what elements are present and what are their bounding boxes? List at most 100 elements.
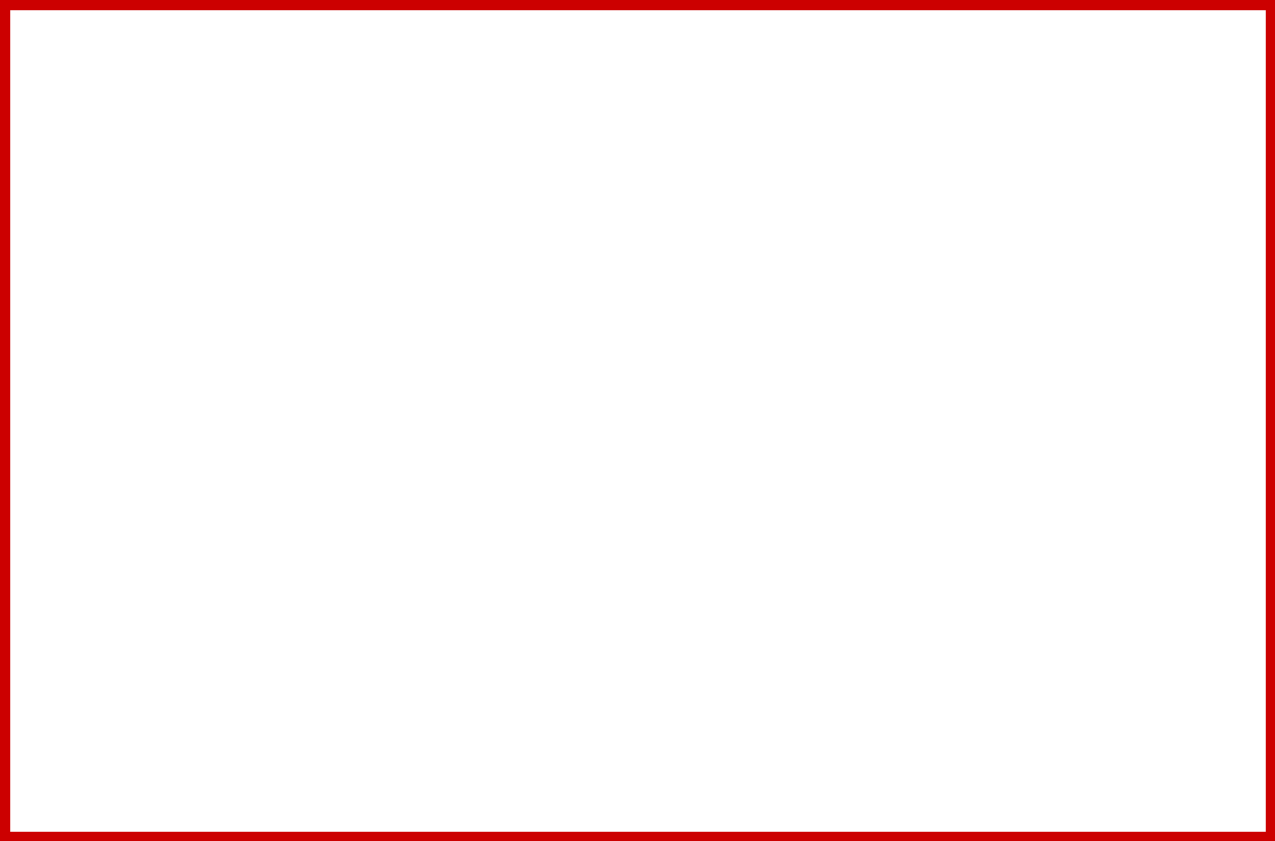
Circle shape [864, 385, 872, 387]
Circle shape [839, 724, 847, 726]
Circle shape [416, 403, 430, 406]
Circle shape [185, 701, 195, 703]
Circle shape [547, 676, 557, 679]
Circle shape [231, 410, 244, 413]
Circle shape [419, 726, 427, 727]
Circle shape [802, 696, 810, 698]
Circle shape [515, 417, 525, 420]
Circle shape [124, 691, 131, 693]
Circle shape [201, 473, 210, 477]
Circle shape [816, 648, 827, 650]
Circle shape [848, 439, 858, 442]
Circle shape [736, 733, 745, 737]
Circle shape [1002, 814, 1017, 826]
Circle shape [231, 463, 244, 468]
Circle shape [770, 685, 784, 689]
Circle shape [458, 696, 465, 699]
Circle shape [533, 471, 541, 473]
Circle shape [93, 484, 107, 489]
Ellipse shape [161, 406, 201, 414]
Circle shape [862, 494, 876, 497]
Circle shape [816, 710, 827, 712]
Circle shape [138, 469, 147, 472]
Circle shape [208, 431, 221, 434]
Circle shape [426, 396, 437, 399]
Circle shape [527, 651, 564, 661]
Circle shape [187, 721, 195, 722]
Circle shape [445, 648, 456, 651]
Circle shape [542, 741, 553, 743]
Circle shape [57, 674, 68, 676]
Circle shape [793, 461, 807, 465]
FancyBboxPatch shape [113, 251, 434, 286]
FancyBboxPatch shape [113, 29, 434, 65]
Circle shape [170, 471, 179, 473]
Circle shape [124, 663, 131, 665]
Circle shape [370, 662, 384, 665]
Circle shape [776, 394, 788, 397]
Circle shape [177, 421, 189, 425]
Circle shape [403, 733, 413, 737]
Circle shape [525, 680, 536, 684]
Ellipse shape [812, 431, 849, 437]
Ellipse shape [112, 288, 135, 313]
Circle shape [878, 424, 889, 426]
Circle shape [546, 401, 583, 411]
Circle shape [764, 472, 771, 474]
Circle shape [745, 383, 756, 386]
Circle shape [854, 711, 866, 714]
Ellipse shape [177, 413, 210, 420]
Circle shape [789, 470, 797, 473]
Circle shape [208, 461, 221, 465]
Circle shape [121, 413, 131, 415]
Circle shape [793, 399, 807, 403]
Circle shape [850, 409, 886, 419]
Circle shape [386, 653, 399, 657]
Circle shape [403, 706, 414, 709]
Circle shape [507, 460, 521, 463]
Circle shape [507, 685, 521, 689]
Circle shape [99, 451, 111, 454]
Circle shape [138, 419, 149, 422]
Ellipse shape [112, 33, 135, 61]
Circle shape [370, 690, 384, 695]
Circle shape [757, 649, 769, 653]
Circle shape [839, 746, 853, 750]
Circle shape [185, 391, 195, 394]
Circle shape [776, 667, 784, 669]
Circle shape [789, 380, 797, 382]
Circle shape [470, 379, 478, 382]
Circle shape [894, 462, 905, 464]
Circle shape [185, 403, 198, 406]
Circle shape [863, 452, 872, 455]
Circle shape [432, 636, 440, 638]
Circle shape [847, 642, 857, 644]
Circle shape [416, 686, 430, 690]
Circle shape [407, 712, 418, 716]
Circle shape [99, 463, 107, 466]
Circle shape [99, 719, 107, 721]
Circle shape [816, 491, 830, 495]
Ellipse shape [130, 405, 164, 412]
Circle shape [426, 424, 437, 427]
Circle shape [908, 690, 922, 695]
Circle shape [393, 689, 407, 692]
Circle shape [908, 662, 922, 665]
Circle shape [121, 726, 131, 728]
Circle shape [507, 724, 515, 726]
Circle shape [57, 393, 68, 396]
Circle shape [124, 379, 131, 382]
Circle shape [857, 411, 868, 414]
Circle shape [789, 723, 797, 726]
Circle shape [458, 723, 465, 726]
Circle shape [793, 626, 830, 636]
Circle shape [738, 741, 750, 743]
Circle shape [815, 418, 825, 420]
Ellipse shape [105, 410, 145, 417]
Circle shape [815, 477, 825, 479]
Circle shape [386, 429, 399, 431]
Circle shape [419, 643, 428, 646]
Circle shape [802, 470, 810, 472]
Circle shape [757, 680, 769, 683]
Circle shape [175, 720, 182, 722]
